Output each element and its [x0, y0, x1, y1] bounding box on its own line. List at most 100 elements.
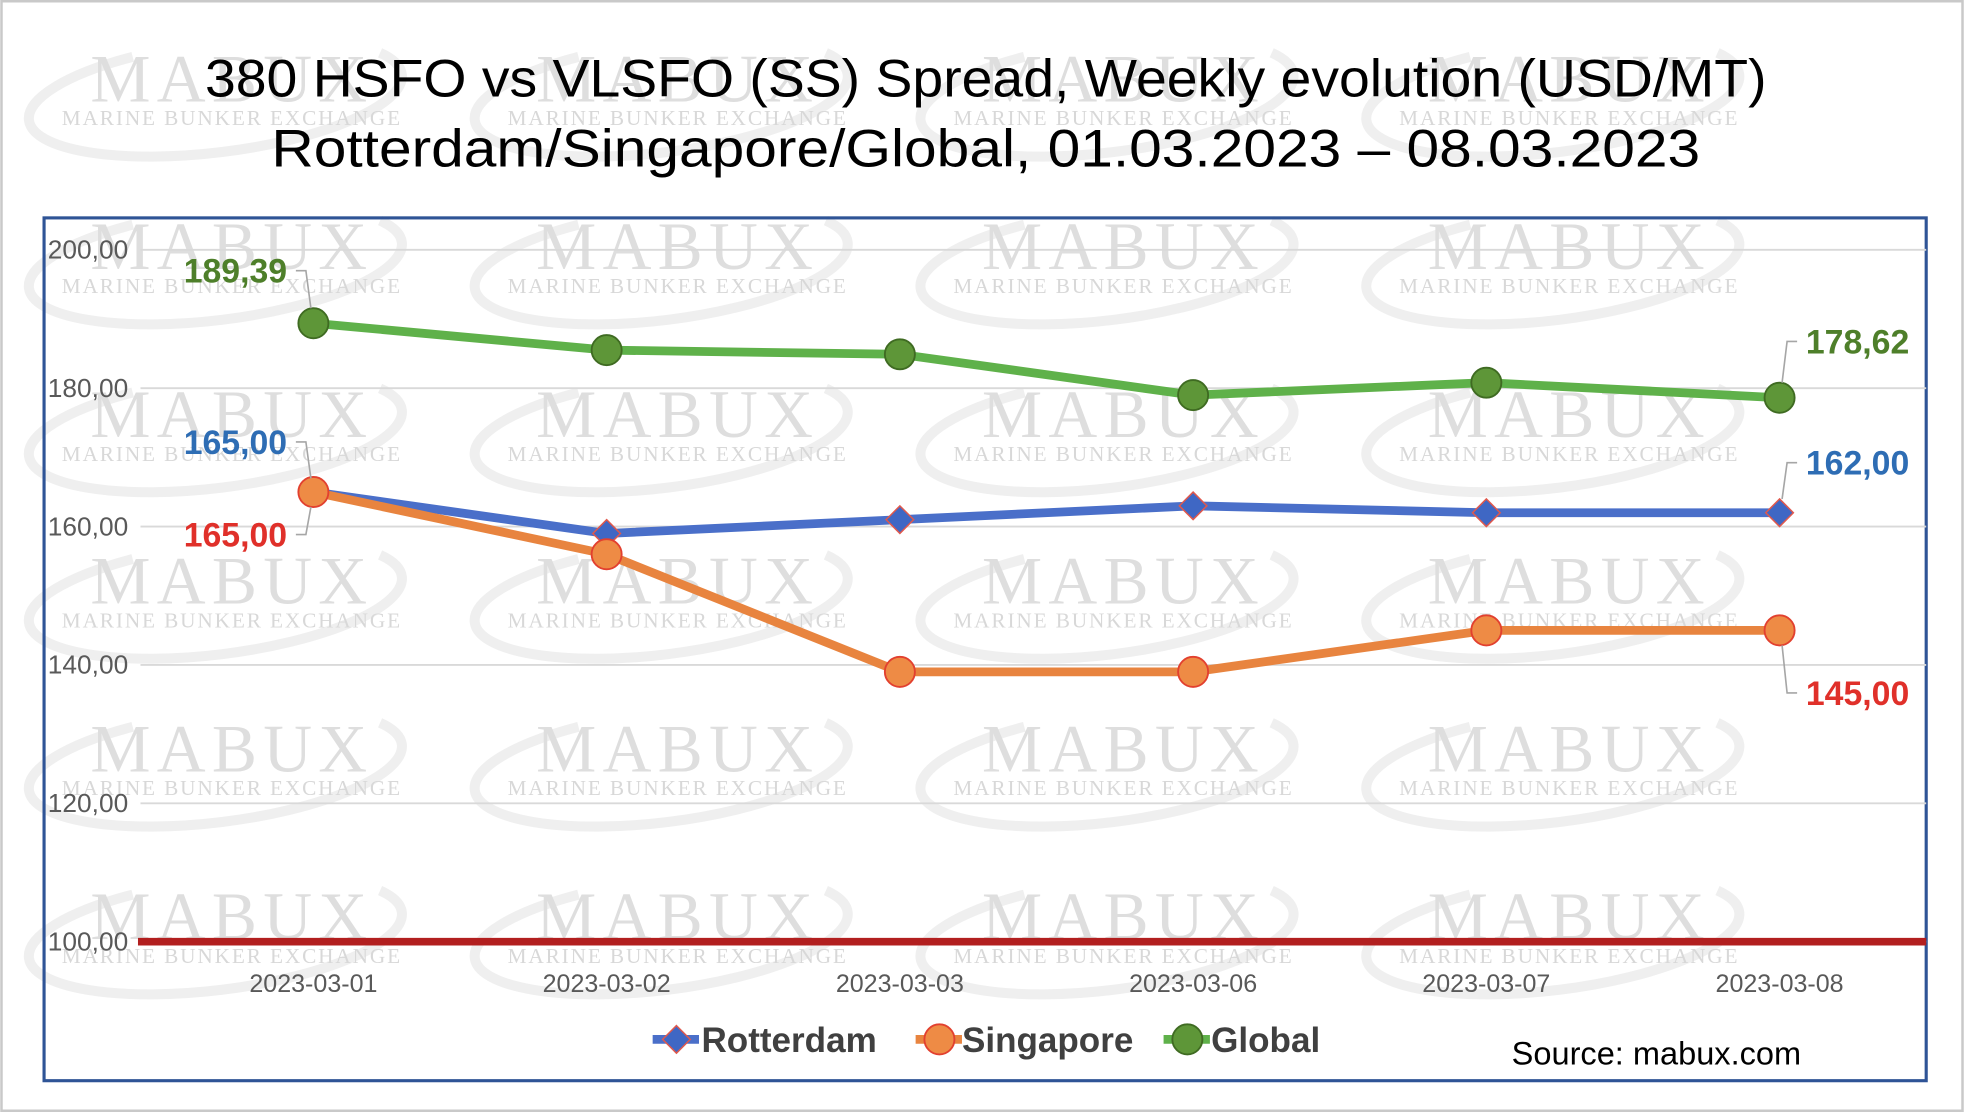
watermark-tagline: MARINE BUNKER EXCHANGE [953, 944, 1293, 968]
x-tick-label: 2023-03-06 [1129, 970, 1257, 998]
watermark-mark: MABUX [982, 209, 1265, 284]
global-marker [1763, 381, 1796, 414]
watermark-swoosh [23, 200, 407, 330]
watermark-swoosh [915, 535, 1299, 664]
watermark-tagline: MARINE BUNKER EXCHANGE [953, 106, 1293, 130]
watermark-tagline: MARINE BUNKER EXCHANGE [62, 442, 402, 466]
y-tick-label: 140,00 [48, 650, 128, 680]
legend: Rotterdam Singapore Global [652, 1021, 1320, 1060]
watermark-mark: MABUX [1428, 41, 1711, 116]
data-label-leader [1781, 645, 1798, 694]
rotterdam-marker [1764, 497, 1795, 528]
watermark-mark: MABUX [982, 711, 1265, 786]
x-tick-label: 2023-03-07 [1422, 970, 1550, 998]
legend-swatch-marker [1171, 1023, 1204, 1056]
y-tick-label: 160,00 [48, 511, 128, 541]
watermark-tagline: MARINE BUNKER EXCHANGE [1399, 944, 1739, 968]
watermark-swoosh [469, 535, 853, 664]
watermark-swoosh [23, 535, 407, 664]
chart-title: 380 HSFO vs VLSFO (SS) Spread, Weekly ev… [205, 49, 1767, 108]
watermark-tagline: MARINE BUNKER EXCHANGE [1399, 274, 1739, 298]
watermark-mark: MABUX [536, 711, 819, 786]
series-singapore [297, 476, 1796, 688]
series-global [297, 307, 1796, 414]
watermark-swoosh [915, 368, 1299, 498]
watermark-swoosh [23, 33, 407, 162]
watermark-mark: MABUX [90, 41, 373, 116]
global-data-label: 178,62 [1806, 323, 1909, 361]
watermark-swoosh [469, 200, 853, 330]
y-axis: 100,00 120,00 140,00 160,00 180,00 200,00 [48, 235, 128, 957]
watermark-swoosh [469, 870, 853, 1000]
global-marker [297, 307, 330, 340]
rotterdam-data-label: 165,00 [184, 424, 287, 462]
watermark-swoosh [1361, 368, 1745, 498]
watermark-swoosh [1361, 200, 1745, 330]
watermark-tagline: MARINE BUNKER EXCHANGE [62, 776, 402, 800]
watermark-tagline: MARINE BUNKER EXCHANGE [1399, 442, 1739, 466]
y-tick-label: 180,00 [48, 373, 128, 403]
legend-label: Rotterdam [701, 1021, 876, 1060]
data-label-leader [295, 441, 312, 479]
singapore-marker [1177, 655, 1210, 688]
watermark-mark: MABUX [90, 711, 373, 786]
watermark-mark: MABUX [1428, 209, 1711, 284]
global-line [309, 318, 1784, 403]
global-marker [1177, 379, 1210, 412]
watermark-swoosh [469, 33, 853, 162]
x-tick-label: 2023-03-01 [249, 970, 377, 998]
watermark-swoosh [469, 702, 853, 832]
watermark-tagline: MARINE BUNKER EXCHANGE [1399, 776, 1739, 800]
x-tick-label: 2023-03-02 [543, 970, 671, 998]
watermark-mark: MABUX [1428, 544, 1711, 619]
y-tick-label: 120,00 [48, 788, 128, 818]
watermark-swoosh [915, 33, 1299, 162]
rotterdam-marker [1471, 497, 1502, 528]
watermark-mark: MABUX [90, 377, 373, 452]
watermark-swoosh [1361, 702, 1745, 832]
y-tick-label: 200,00 [48, 235, 128, 265]
rotterdam-line [309, 487, 1784, 538]
singapore-marker [590, 538, 623, 571]
x-tick-label: 2023-03-03 [836, 970, 964, 998]
singapore-data-label: 145,00 [1806, 675, 1909, 713]
global-marker [590, 334, 623, 367]
watermark-tagline: MARINE BUNKER EXCHANGE [62, 106, 402, 130]
watermark-tagline: MARINE BUNKER EXCHANGE [953, 274, 1293, 298]
watermark-tagline: MARINE BUNKER EXCHANGE [953, 442, 1293, 466]
watermark-mark: MABUX [982, 41, 1265, 116]
legend-swatch-marker [923, 1023, 956, 1056]
legend-label: Singapore [962, 1021, 1133, 1060]
watermark-tagline: MARINE BUNKER EXCHANGE [1399, 106, 1739, 130]
watermark-tagline: MARINE BUNKER EXCHANGE [62, 944, 402, 968]
singapore-marker [883, 655, 916, 688]
watermark-swoosh [1361, 33, 1745, 162]
source-note: Source: mabux.com [1512, 1035, 1801, 1071]
legend-label: Global [1211, 1021, 1320, 1060]
watermark-swoosh [469, 368, 853, 498]
singapore-marker [1763, 614, 1796, 647]
x-tick-label: 2023-03-08 [1716, 970, 1844, 998]
watermark-tagline: MARINE BUNKER EXCHANGE [508, 274, 848, 298]
watermark-tagline: MARINE BUNKER EXCHANGE [953, 776, 1293, 800]
watermark-mark: MABUX [982, 544, 1265, 619]
rotterdam-marker [885, 504, 915, 535]
watermark-tagline: MARINE BUNKER EXCHANGE [508, 944, 848, 968]
watermark-swoosh [915, 200, 1299, 330]
